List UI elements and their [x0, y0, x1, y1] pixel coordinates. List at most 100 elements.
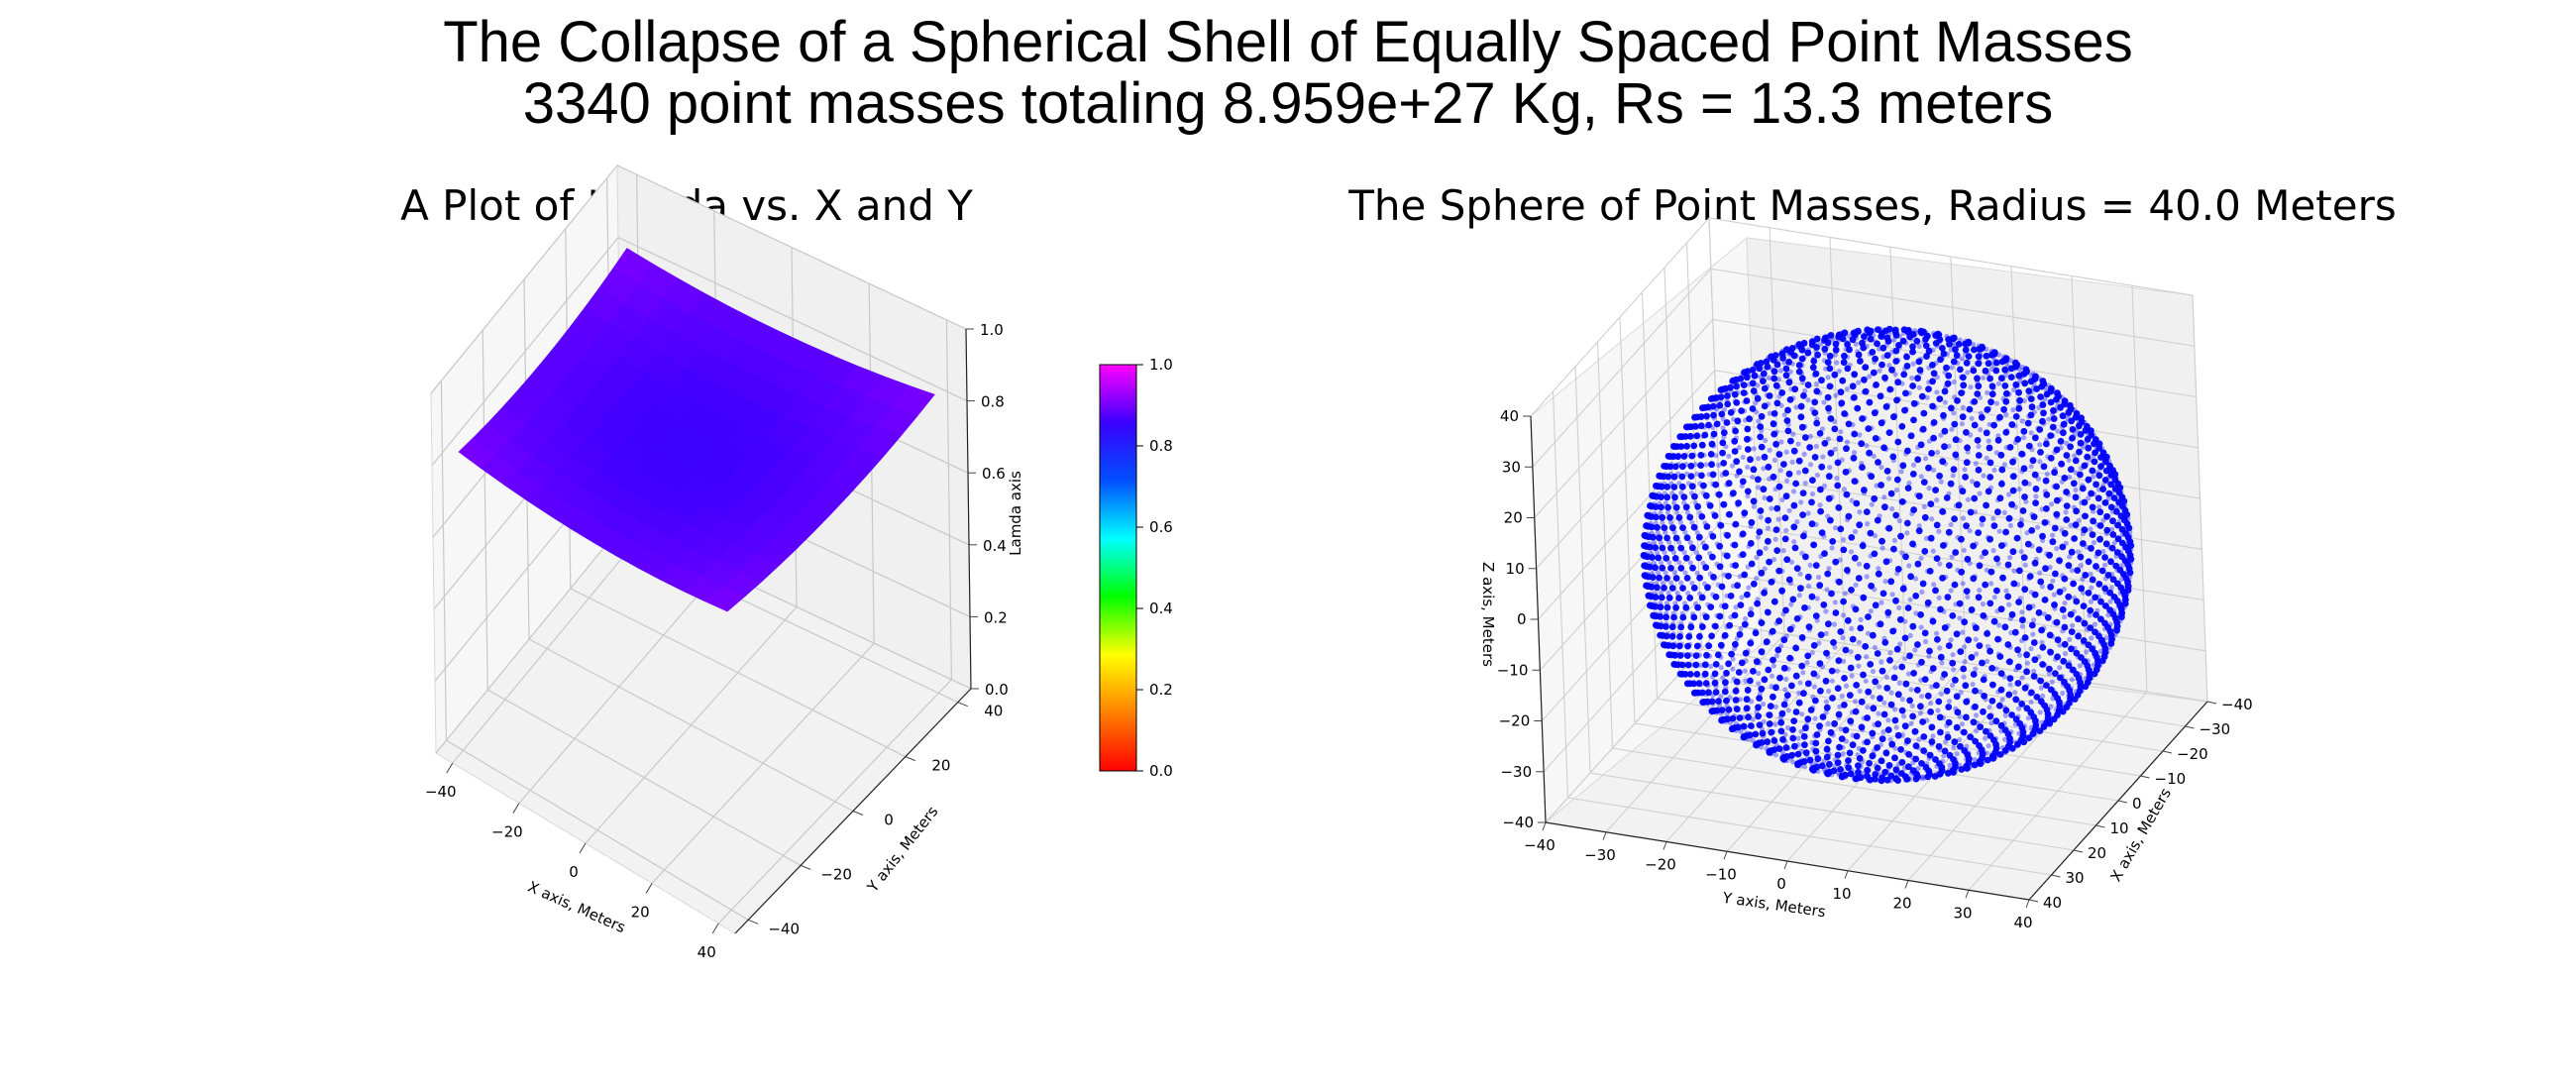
- point-mass: [1861, 487, 1868, 493]
- point-mass: [1834, 751, 1842, 759]
- point-mass: [1816, 722, 1823, 730]
- point-mass: [2019, 609, 2025, 615]
- point-mass: [1878, 333, 1885, 340]
- point-mass: [1926, 486, 1932, 491]
- point-mass: [1876, 566, 1881, 572]
- point-mass: [1967, 508, 1975, 516]
- point-mass: [2101, 499, 2109, 506]
- z-tick-label: 0.4: [983, 537, 1007, 555]
- point-mass: [2068, 645, 2075, 653]
- point-mass: [2084, 435, 2092, 443]
- point-mass: [1811, 409, 1819, 416]
- y-tick-mark: [905, 756, 916, 762]
- x-tick-label: −30: [2200, 720, 2231, 738]
- point-mass: [2006, 601, 2012, 607]
- point-mass: [1757, 423, 1765, 430]
- x-tick-label: 20: [2088, 844, 2106, 862]
- point-mass: [2021, 634, 2029, 641]
- point-mass: [1923, 456, 1929, 462]
- point-mass: [1652, 544, 1660, 551]
- point-mass: [1963, 698, 1971, 706]
- point-mass: [1904, 447, 1911, 455]
- point-mass: [1818, 463, 1826, 471]
- point-mass: [1997, 605, 2005, 613]
- point-mass: [1711, 670, 1719, 678]
- point-mass: [2024, 660, 2030, 666]
- sphere-tick-labels: −40−30−20−10010203040−40−30−20−100102030…: [1497, 407, 2253, 931]
- point-mass: [1929, 402, 1936, 410]
- point-mass: [2089, 503, 2096, 511]
- point-mass: [1944, 769, 1952, 777]
- point-mass: [1686, 513, 1694, 521]
- point-mass: [1697, 413, 1705, 420]
- point-mass: [1773, 361, 1781, 369]
- point-mass: [1887, 772, 1895, 780]
- point-mass: [1802, 724, 1809, 732]
- point-mass: [1979, 659, 1986, 667]
- point-mass: [1700, 482, 1707, 490]
- point-mass: [1937, 653, 1945, 661]
- point-mass: [1671, 499, 1677, 505]
- point-mass: [1939, 507, 1946, 515]
- point-mass: [1717, 522, 1725, 529]
- point-mass: [1992, 367, 2000, 375]
- point-mass: [1761, 676, 1769, 684]
- point-mass: [2091, 539, 2097, 546]
- point-mass: [2111, 540, 2117, 546]
- point-mass: [1802, 387, 1808, 394]
- point-mass: [1960, 629, 1966, 635]
- point-mass: [1898, 498, 1906, 505]
- point-mass: [1898, 707, 1906, 714]
- point-mass: [2043, 682, 2050, 689]
- point-mass: [1782, 365, 1790, 373]
- point-mass: [1863, 508, 1871, 515]
- y-tick-label: −10: [1705, 865, 1737, 883]
- point-mass: [1909, 382, 1916, 389]
- point-mass: [1949, 554, 1955, 560]
- point-mass: [1773, 399, 1781, 407]
- point-mass: [2087, 612, 2093, 618]
- point-mass: [1790, 352, 1798, 360]
- point-mass: [1823, 699, 1829, 705]
- point-mass: [2107, 503, 2115, 511]
- point-mass: [2070, 622, 2076, 628]
- point-mass: [1818, 377, 1825, 384]
- y-tick-mark: [800, 864, 811, 870]
- point-mass: [1888, 690, 1894, 696]
- y-tick-label: 40: [984, 703, 1003, 720]
- point-mass: [1962, 340, 1969, 348]
- point-mass: [2068, 548, 2076, 556]
- point-mass: [1731, 448, 1739, 455]
- point-mass: [1812, 562, 1820, 569]
- z-tick-label: 0.2: [984, 608, 1008, 626]
- point-mass: [2037, 570, 2043, 576]
- point-mass: [1656, 574, 1663, 582]
- point-mass: [2096, 535, 2103, 543]
- point-mass: [2102, 562, 2108, 568]
- point-mass: [1858, 723, 1866, 731]
- point-mass: [2023, 498, 2029, 504]
- point-mass: [1824, 570, 1832, 578]
- point-mass: [1958, 690, 1964, 696]
- point-mass: [1732, 562, 1739, 569]
- point-mass: [1946, 562, 1953, 569]
- point-mass: [2028, 430, 2034, 436]
- point-mass: [1768, 728, 1775, 736]
- point-mass: [1938, 479, 1944, 485]
- point-mass: [2079, 485, 2087, 492]
- point-mass: [1755, 476, 1762, 484]
- x-gridline: [1619, 316, 2119, 802]
- point-mass: [1807, 462, 1814, 468]
- point-mass: [1750, 668, 1757, 675]
- point-mass: [1747, 540, 1755, 547]
- point-mass: [2070, 480, 2078, 488]
- point-mass: [2046, 665, 2053, 673]
- point-mass: [1756, 456, 1762, 462]
- point-mass: [2116, 566, 2124, 574]
- figure-title-line-2: 3340 point masses totaling 8.959e+27 Kg,…: [522, 71, 2054, 136]
- point-mass: [1772, 704, 1778, 710]
- point-mass: [1756, 681, 1762, 687]
- point-mass: [2087, 606, 2094, 614]
- point-mass: [1856, 521, 1864, 529]
- point-mass: [1844, 341, 1851, 348]
